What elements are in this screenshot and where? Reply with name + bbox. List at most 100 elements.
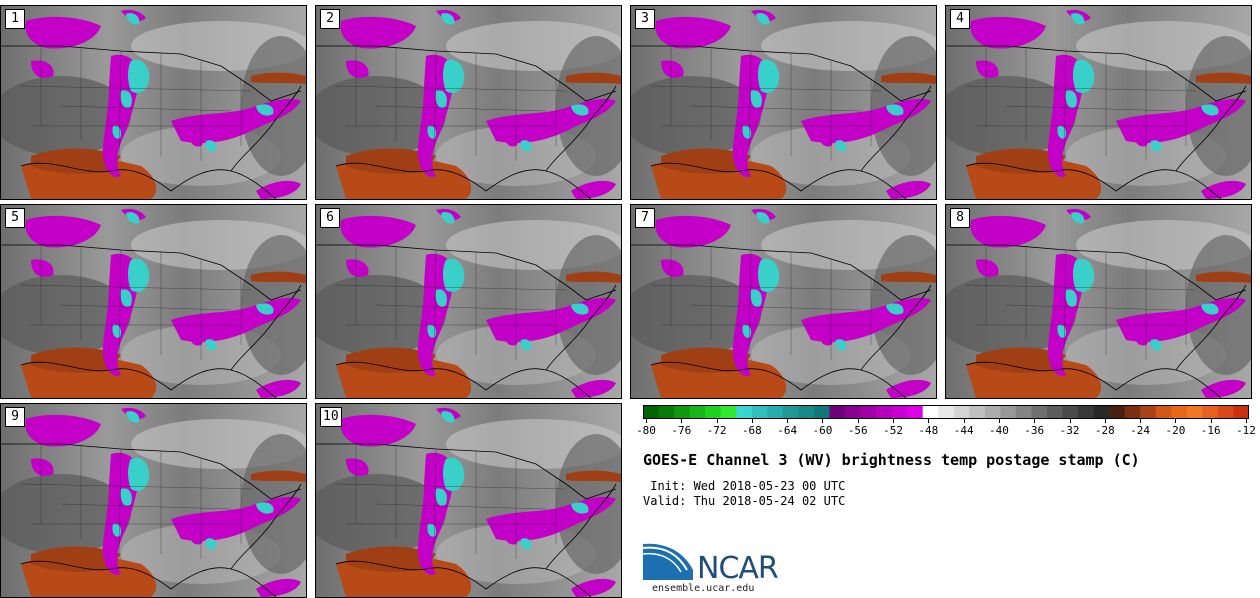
colorbar-swatch <box>1109 405 1126 419</box>
stamp-panel-10[interactable]: 10 <box>315 403 622 598</box>
colorbar-swatch <box>891 405 908 419</box>
tick-label: -20 <box>1165 424 1186 437</box>
wv-map-4 <box>946 6 1251 199</box>
colorbar-swatch <box>689 405 706 419</box>
colorbar-swatch <box>1155 405 1172 419</box>
colorbar-swatch <box>798 405 815 419</box>
wv-map-5 <box>1 205 306 398</box>
tick-mark <box>681 419 683 423</box>
colorbar-swatch <box>1031 405 1048 419</box>
tick-label: -12 <box>1236 424 1256 437</box>
colorbar-swatch <box>1171 405 1188 419</box>
panel-number: 1 <box>5 9 25 29</box>
stamp-panel-9[interactable]: 9 <box>0 403 307 598</box>
wv-map-1 <box>1 6 306 199</box>
colorbar-swatch <box>658 405 675 419</box>
tick-mark <box>1034 419 1036 423</box>
tick-label: -28 <box>1094 424 1115 437</box>
tick-label: -32 <box>1059 424 1080 437</box>
colorbar-swatch <box>736 405 753 419</box>
panel-number: 5 <box>5 208 25 228</box>
colorbar-swatch <box>767 405 784 419</box>
colorbar-ticks: -80 -76 -72 -68 -64 -60 -56 -52 -48 -44 … <box>636 419 1256 441</box>
panel-number: 4 <box>950 9 970 29</box>
colorbar-swatch <box>1000 405 1017 419</box>
panel-number: 9 <box>5 407 25 427</box>
colorbar-swatch <box>907 405 924 419</box>
site-url[interactable]: ensemble.ucar.edu <box>652 583 755 594</box>
tick-mark <box>1175 419 1177 423</box>
tick-label: -40 <box>989 424 1009 437</box>
tick-mark <box>928 419 930 423</box>
tick-mark <box>963 419 965 423</box>
colorbar-swatch <box>1186 405 1203 419</box>
colorbar-swatch <box>782 405 799 419</box>
colorbar-swatch <box>860 405 877 419</box>
tick-mark <box>751 419 753 423</box>
stamp-panel-7[interactable]: 7 <box>630 204 937 399</box>
stamp-panel-5[interactable]: 5 <box>0 204 307 399</box>
stamp-panel-8[interactable]: 8 <box>945 204 1252 399</box>
tick-mark <box>893 419 895 423</box>
tick-label: -56 <box>847 424 868 437</box>
colorbar-swatch <box>984 405 1001 419</box>
tick-label: -44 <box>953 424 974 437</box>
wv-map-2 <box>316 6 621 199</box>
panel-number: 6 <box>320 208 340 228</box>
colorbar-swatch <box>953 405 970 419</box>
colorbar-border <box>643 405 1249 419</box>
colorbar-swatch <box>1015 405 1032 419</box>
colorbar-swatch <box>1233 405 1249 419</box>
stamp-panel-4[interactable]: 4 <box>945 5 1252 200</box>
tick-label: -64 <box>777 424 798 437</box>
tick-label: -36 <box>1024 424 1045 437</box>
colorbar-swatch <box>1140 405 1157 419</box>
tick-label: -60 <box>812 424 833 437</box>
colorbar-swatch <box>845 405 862 419</box>
valid-time: Valid: Thu 2018-05-24 02 UTC <box>643 494 846 508</box>
panel-number: 2 <box>320 9 340 29</box>
colorbar-swatch <box>643 405 660 419</box>
stamp-panel-2[interactable]: 2 <box>315 5 622 200</box>
tick-label: -76 <box>671 424 692 437</box>
wv-map-10 <box>316 404 621 597</box>
tick-label: -72 <box>706 424 727 437</box>
tick-mark <box>787 419 789 423</box>
stamp-panel-6[interactable]: 6 <box>315 204 622 399</box>
tick-mark <box>716 419 718 423</box>
tick-mark <box>1246 419 1247 423</box>
colorbar-swatch <box>674 405 691 419</box>
colorbar-swatch <box>1124 405 1141 419</box>
colorbar-swatch <box>1217 405 1234 419</box>
tick-label: -48 <box>918 424 939 437</box>
colorbar-swatch <box>720 405 737 419</box>
stamp-panel-1[interactable]: 1 <box>0 5 307 200</box>
colorbar-swatch <box>1047 405 1064 419</box>
tick-mark <box>1104 419 1106 423</box>
colorbar-swatch <box>1078 405 1095 419</box>
tick-label: -68 <box>741 424 762 437</box>
colorbar-swatch <box>1062 405 1079 419</box>
wv-map-3 <box>631 6 936 199</box>
init-time: Init: Wed 2018-05-23 00 UTC <box>643 479 846 493</box>
stamp-panel-3[interactable]: 3 <box>630 5 937 200</box>
wv-map-9 <box>1 404 306 597</box>
colorbar-swatch <box>705 405 722 419</box>
ncar-logo-icon <box>643 543 693 580</box>
colorbar-swatch <box>829 405 846 419</box>
tick-mark <box>1140 419 1142 423</box>
tick-label: -16 <box>1200 424 1221 437</box>
tick-mark <box>857 419 859 423</box>
colorbar <box>643 405 1249 419</box>
tick-mark <box>822 419 824 423</box>
colorbar-swatch <box>1093 405 1110 419</box>
logo-text: NCAR <box>697 551 779 586</box>
tick-mark <box>1210 419 1212 423</box>
colorbar-swatch <box>969 405 986 419</box>
colorbar-swatch <box>938 405 955 419</box>
panel-number: 10 <box>320 407 342 427</box>
panel-number: 8 <box>950 208 970 228</box>
wv-map-6 <box>316 205 621 398</box>
tick-mark <box>1069 419 1071 423</box>
tick-label: -52 <box>883 424 903 437</box>
